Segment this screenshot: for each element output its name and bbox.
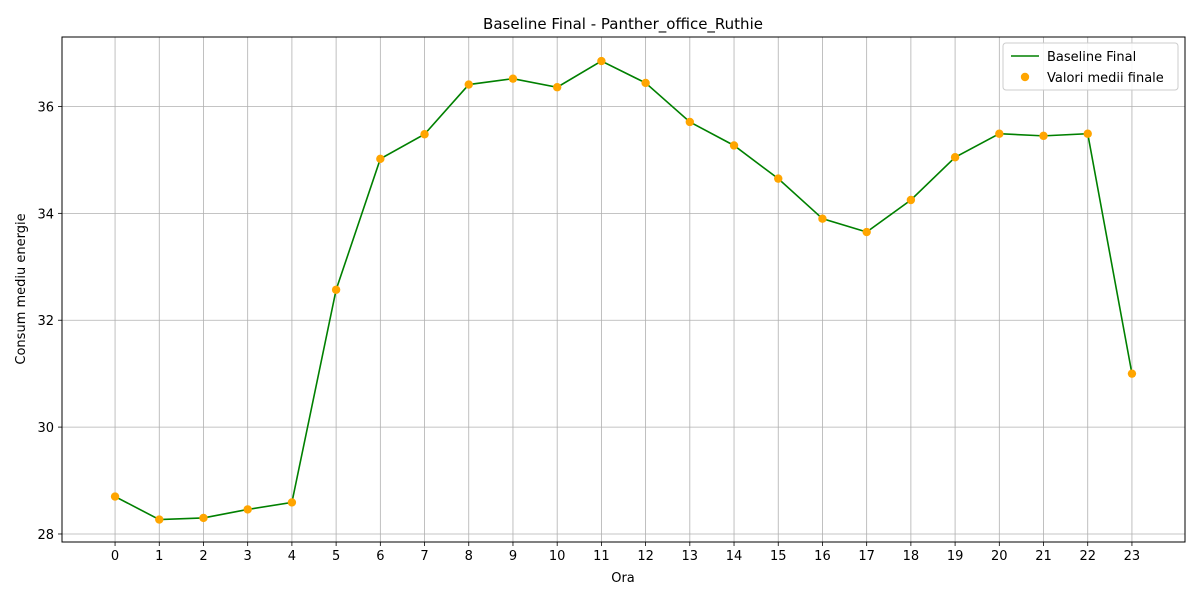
x-tick-label: 19 (947, 549, 964, 564)
grid-lines (62, 37, 1185, 542)
scatter-point (1083, 129, 1092, 138)
scatter-point (243, 505, 252, 514)
legend-box (1002, 42, 1179, 91)
x-tick-label: 11 (593, 549, 610, 564)
plot-series (110, 56, 1137, 524)
y-tick-label: 34 (37, 207, 54, 222)
scatter-point (729, 141, 739, 150)
scatter-point (950, 153, 960, 162)
x-tick-label: 21 (1035, 549, 1052, 564)
scatter-point (818, 214, 827, 223)
x-tick-label: 14 (726, 549, 743, 564)
x-tick-label: 3 (244, 549, 252, 564)
x-tick-label: 18 (903, 549, 920, 564)
x-tick-label: 8 (465, 549, 473, 564)
scatter-point (110, 492, 120, 501)
x-tick-label: 9 (509, 549, 517, 564)
y-tick-label: 28 (37, 528, 54, 543)
legend-marker-swatch (1020, 72, 1030, 82)
x-tick-label: 20 (991, 549, 1008, 564)
x-tick-label: 4 (288, 549, 296, 564)
scatter-point (774, 174, 783, 183)
scatter-point (597, 56, 606, 66)
x-tick-label: 7 (420, 549, 428, 564)
scatter-point (508, 74, 518, 83)
scatter-point (1127, 369, 1137, 378)
scatter-point (199, 513, 208, 523)
y-axis-label: Consum mediu energie (14, 213, 29, 364)
scatter-point (376, 154, 385, 164)
y-axis-ticks: 28 30 32 34 36 (37, 100, 62, 543)
legend: Baseline Final Valori medii finale (1002, 42, 1179, 91)
series-line-baseline-final (114, 60, 1133, 521)
legend-label: Baseline Final (1047, 50, 1136, 65)
scatter-point (155, 515, 164, 524)
x-tick-label: 6 (376, 549, 384, 564)
scatter-point (287, 498, 297, 507)
scatter-point (641, 78, 650, 88)
x-axis-label: Ora (611, 571, 635, 586)
scatter-point (420, 130, 429, 139)
x-tick-label: 2 (199, 549, 207, 564)
scatter-point (331, 285, 341, 294)
scatter-point (685, 117, 695, 127)
x-tick-label: 12 (637, 549, 654, 564)
legend-label: Valori medii finale (1047, 71, 1164, 86)
scatter-point (995, 129, 1004, 138)
x-tick-label: 16 (814, 549, 831, 564)
x-tick-label: 0 (111, 549, 119, 564)
chart-title: Baseline Final - Panther_office_Ruthie (483, 15, 763, 34)
y-tick-label: 30 (37, 421, 54, 436)
scatter-point (862, 227, 871, 237)
x-tick-label: 1 (155, 549, 163, 564)
scatter-point (552, 83, 562, 92)
x-tick-label: 5 (332, 549, 340, 564)
scatter-point (464, 80, 473, 89)
x-tick-label: 17 (858, 549, 875, 564)
x-tick-label: 23 (1124, 549, 1141, 564)
scatter-point (1039, 131, 1048, 141)
y-tick-label: 36 (37, 100, 54, 115)
x-tick-label: 15 (770, 549, 787, 564)
x-axis-ticks: 0 1 2 3 4 5 6 7 8 9 10 11 12 13 14 15 16 17 18 19 20 21 22 23 (111, 542, 1140, 564)
x-tick-label: 13 (682, 549, 699, 564)
plot-frame (61, 36, 1186, 543)
x-tick-label: 10 (549, 549, 566, 564)
scatter-point (906, 195, 916, 205)
x-tick-label: 22 (1079, 549, 1096, 564)
y-tick-label: 32 (37, 314, 54, 329)
